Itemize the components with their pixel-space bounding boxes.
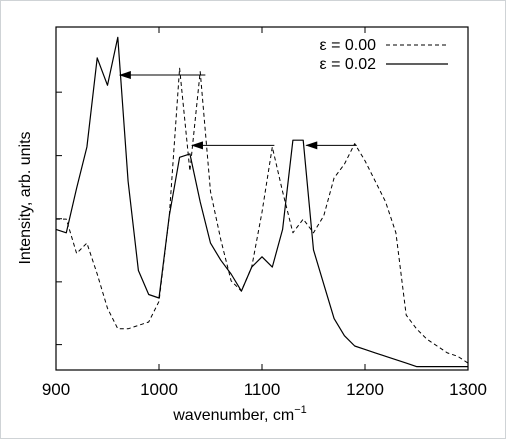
series-layer (55, 36, 469, 368)
legend-label-series-1: ε = 0.00 (319, 37, 376, 54)
annotation-arrows (118, 71, 357, 150)
series-line-2 (55, 36, 468, 368)
x-tick-label: 1200 (346, 380, 384, 399)
x-axis-label-superscript: −1 (294, 404, 307, 416)
x-tick-label: 1300 (449, 380, 487, 399)
legend-label-series-2: ε = 0.02 (319, 56, 376, 73)
y-axis-label: Intensity, arb. units (17, 131, 34, 264)
x-ticks: 900 1000 1100 1200 1300 (42, 27, 487, 399)
x-tick-label: 900 (42, 380, 70, 399)
x-tick-label: 1100 (244, 380, 281, 399)
x-tick-label: 1000 (140, 380, 178, 399)
series-line-1 (56, 67, 469, 364)
legend: ε = 0.00 ε = 0.02 (319, 37, 448, 73)
plot-area-border (55, 26, 469, 371)
y-ticks (56, 91, 62, 346)
x-axis-label: wavenumber, cm−1 (172, 404, 306, 424)
